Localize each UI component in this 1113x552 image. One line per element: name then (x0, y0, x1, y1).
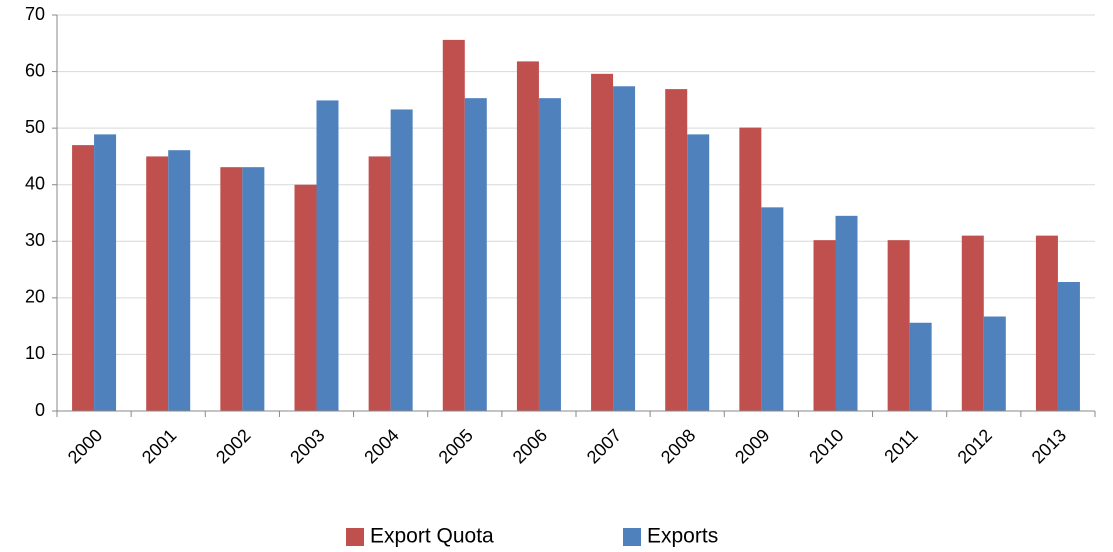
x-tick-label: 2009 (731, 425, 773, 467)
bar (887, 240, 910, 411)
bar (368, 156, 391, 411)
bar (835, 215, 858, 411)
x-tick-label: 2000 (64, 425, 106, 467)
bar (591, 73, 614, 411)
legend-swatch (623, 528, 641, 546)
bar (687, 134, 710, 411)
x-tick-label: 2010 (805, 425, 847, 467)
y-tick-label: 30 (25, 230, 45, 250)
y-tick-label: 50 (25, 117, 45, 137)
bar (665, 89, 688, 411)
x-tick-label: 2005 (435, 425, 477, 467)
bar (739, 127, 762, 411)
y-tick-label: 20 (25, 287, 45, 307)
x-tick-label: 2004 (360, 425, 402, 467)
bar (316, 100, 339, 412)
bar (168, 150, 191, 411)
bar (72, 145, 95, 411)
bar (146, 156, 169, 411)
y-tick-label: 70 (25, 4, 45, 24)
bar (613, 86, 636, 411)
bar (983, 316, 1006, 411)
bar (961, 235, 984, 411)
bar (761, 207, 784, 411)
bar (813, 240, 836, 411)
legend-swatch (346, 528, 364, 546)
y-tick-label: 10 (25, 343, 45, 363)
x-tick-label: 2011 (880, 425, 922, 467)
bar (1057, 282, 1080, 411)
bar (516, 61, 539, 411)
legend-label: Export Quota (370, 525, 494, 548)
bar (1035, 235, 1058, 411)
x-tick-label: 2006 (509, 425, 551, 467)
x-tick-label: 2012 (954, 425, 996, 467)
bar (294, 184, 317, 411)
bar (538, 98, 561, 411)
bar (442, 39, 465, 412)
x-tick-label: 2008 (657, 425, 699, 467)
bar (464, 98, 487, 411)
y-tick-label: 40 (25, 173, 45, 193)
x-tick-label: 2001 (138, 425, 180, 467)
bar (94, 134, 117, 411)
bar (909, 322, 932, 411)
bar (242, 167, 265, 411)
x-tick-label: 2007 (583, 425, 625, 467)
x-tick-label: 2002 (212, 425, 254, 467)
legend-label: Exports (647, 525, 718, 548)
bar (220, 167, 243, 411)
y-tick-label: 60 (25, 60, 45, 80)
y-tick-label: 0 (35, 400, 45, 420)
x-tick-label: 2003 (286, 425, 328, 467)
bar (390, 109, 413, 411)
x-tick-label: 2013 (1028, 425, 1070, 467)
